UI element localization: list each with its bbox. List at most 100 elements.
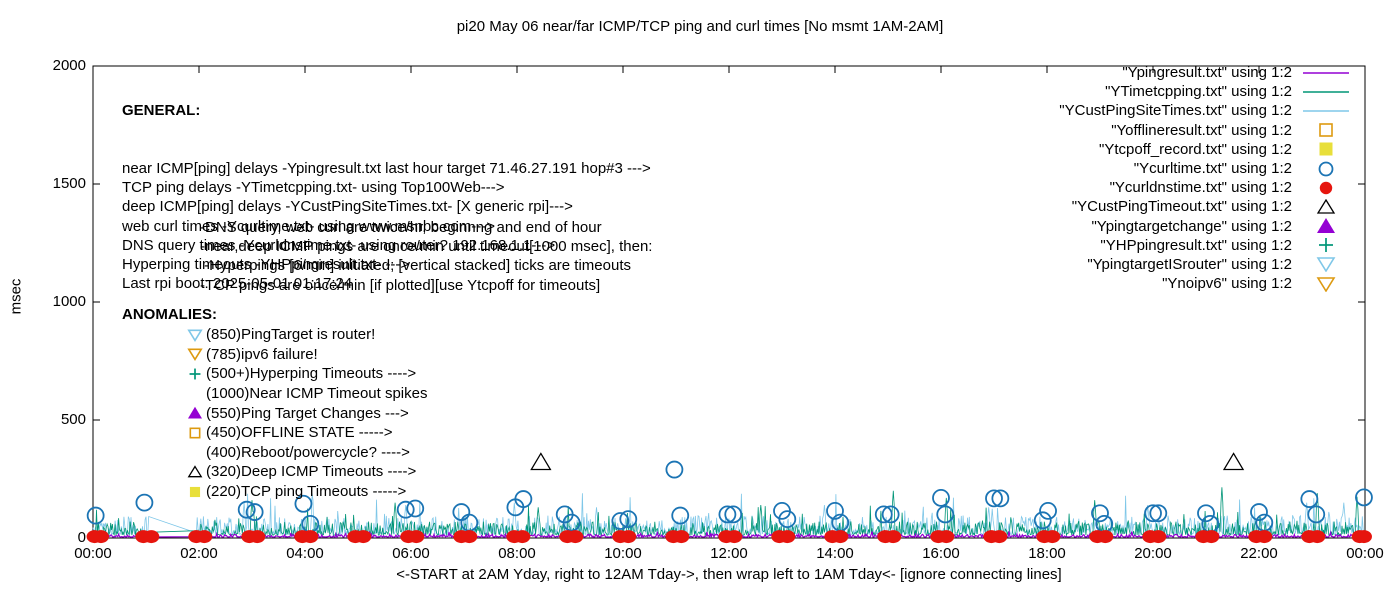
- legend-label: "Ycurltime.txt" using 1:2: [1133, 160, 1292, 178]
- square-filled-icon: [1302, 141, 1350, 157]
- anomaly-item: (850)PingTarget is router!: [186, 325, 427, 345]
- anomaly-item: (550)Ping Target Changes --->: [186, 403, 427, 423]
- plus-icon: [186, 365, 204, 383]
- triangle-up-open-icon: [186, 463, 204, 481]
- x-tick-label: 20:00: [1134, 545, 1172, 562]
- plus-icon: [1302, 237, 1350, 253]
- x-tick-label: 10:00: [604, 545, 642, 562]
- x-tick-label: 00:00: [74, 545, 112, 562]
- general-notes-block: -DNS query, web curl are twice/hr, begin…: [200, 218, 652, 295]
- legend-entry: "Yofflineresult.txt" using 1:2: [852, 121, 1350, 140]
- general-line: Hyperping timeouts -YHPpingresult.txt- -…: [122, 256, 410, 274]
- legend-label: "YpingtargetISrouter" using 1:2: [1087, 255, 1292, 273]
- legend-entry: "Ytcpoff_record.txt" using 1:2: [852, 140, 1350, 159]
- general-line: deep ICMP[ping] delays -YCustPingSiteTim…: [122, 198, 573, 216]
- anomaly-label: (320)Deep ICMP Timeouts ---->: [206, 463, 417, 481]
- anomaly-label: (400)Reboot/powercycle? ---->: [206, 443, 410, 461]
- general-line: DNS query times -Ycurldnstime.txt- using…: [122, 236, 556, 254]
- triangle-up-filled-icon: [186, 404, 204, 422]
- anomaly-label: (785)ipv6 failure!: [206, 345, 318, 363]
- triangle-down-open-icon: [1302, 256, 1350, 273]
- anomaly-item: (785)ipv6 failure!: [186, 345, 427, 365]
- anomalies-block: (850)PingTarget is router! (785)ipv6 fail…: [186, 325, 427, 501]
- anomaly-item: (450)OFFLINE STATE ----->: [186, 423, 427, 443]
- line-icon: [1302, 103, 1350, 119]
- x-tick-label: 18:00: [1028, 545, 1066, 562]
- anomaly-item: (400)Reboot/powercycle? ---->: [186, 443, 427, 463]
- x-tick-label: 00:00: [1346, 545, 1384, 562]
- chart-title: pi20 May 06 near/far ICMP/TCP ping and c…: [456, 18, 944, 35]
- anomaly-label: (850)PingTarget is router!: [206, 326, 376, 344]
- legend-entry: "Ynoipv6" using 1:2: [852, 274, 1350, 293]
- x-tick-label: 16:00: [922, 545, 960, 562]
- general-note-line: -near,deep ICMP pings are once/min until…: [200, 238, 653, 256]
- x-tick-label: 12:00: [710, 545, 748, 562]
- legend: "Ypingresult.txt" using 1:2 "YTimetcpping…: [852, 63, 1350, 293]
- anomaly-item: (1000)Near ICMP Timeout spikes: [186, 384, 427, 404]
- anomaly-item: (320)Deep ICMP Timeouts ---->: [186, 462, 427, 482]
- y-tick-label: 1500: [52, 175, 86, 192]
- no-icon: [186, 443, 204, 461]
- anomaly-label: (450)OFFLINE STATE ----->: [206, 424, 393, 442]
- legend-entry: "Ypingresult.txt" using 1:2: [852, 63, 1350, 82]
- square-open-icon: [186, 424, 204, 442]
- general-line: Last rpi boot: 2025-05-01 01:17:24: [122, 275, 353, 293]
- general-line: TCP ping delays -YTimetcpping.txt- using…: [122, 179, 505, 197]
- series-YCustPingTimeout.txt: [530, 452, 1245, 471]
- legend-label: "YHPpingresult.txt" using 1:2: [1100, 236, 1292, 254]
- y-tick-label: 500: [60, 411, 86, 428]
- anomaly-label: (1000)Near ICMP Timeout spikes: [206, 385, 428, 403]
- y-tick-label: 2000: [52, 57, 86, 74]
- y-tick-label: 0: [77, 529, 86, 546]
- square-open-icon: [1302, 122, 1350, 138]
- x-tick-label: 04:00: [286, 545, 324, 562]
- x-tick-label: 22:00: [1240, 545, 1278, 562]
- anomalies-heading: ANOMALIES:: [122, 306, 217, 323]
- series-Ycurltime.txt: [86, 460, 1373, 533]
- legend-label: "YCustPingSiteTimes.txt" using 1:2: [1059, 102, 1292, 120]
- general-lines: near ICMP[ping] delays -Ypingresult.txt …: [122, 159, 651, 293]
- circle-open-icon: [1302, 161, 1350, 177]
- triangle-down-open-icon: [186, 326, 204, 344]
- legend-entry: "YCustPingTimeout.txt" using 1:2: [852, 197, 1350, 216]
- triangle-down-open-icon: [1302, 276, 1350, 293]
- triangle-down-open-icon: [186, 345, 204, 363]
- anomaly-label: (220)TCP ping Timeouts ----->: [206, 483, 407, 501]
- legend-entry: "Ypingtargetchange" using 1:2: [852, 217, 1350, 236]
- anomaly-label: (500+)Hyperping Timeouts ---->: [206, 365, 417, 383]
- triangle-up-filled-icon: [1302, 218, 1350, 234]
- y-tick-label: 1000: [52, 293, 86, 310]
- general-note-line: -Hyperpings [6/min] initiated; [vertical…: [200, 257, 632, 275]
- legend-label: "Ycurldnstime.txt" using 1:2: [1109, 179, 1292, 197]
- x-tick-label: 08:00: [498, 545, 536, 562]
- legend-entry: "YHPpingresult.txt" using 1:2: [852, 236, 1350, 255]
- legend-entry: "Ycurldnstime.txt" using 1:2: [852, 178, 1350, 197]
- x-tick-label: 14:00: [816, 545, 854, 562]
- legend-entry: "YTimetcpping.txt" using 1:2: [852, 82, 1350, 101]
- general-note-line: -DNS query, web curl are twice/hr, begin…: [200, 219, 602, 236]
- legend-label: "Ypingtargetchange" using 1:2: [1091, 217, 1292, 235]
- circle-filled-icon: [1302, 180, 1350, 196]
- legend-label: "Yofflineresult.txt" using 1:2: [1111, 121, 1292, 139]
- general-note-line: -TCP pings are once/min [if plotted][use…: [200, 276, 601, 294]
- legend-entry: "YpingtargetISrouter" using 1:2: [852, 255, 1350, 274]
- square-filled-icon: [186, 483, 204, 501]
- legend-label: "Ynoipv6" using 1:2: [1162, 275, 1292, 293]
- legend-label: "YTimetcpping.txt" using 1:2: [1105, 83, 1292, 101]
- line-icon: [1302, 65, 1350, 81]
- no-icon: [186, 385, 204, 403]
- anomaly-label: (550)Ping Target Changes --->: [206, 404, 409, 422]
- anomaly-item: (220)TCP ping Timeouts ----->: [186, 482, 427, 502]
- legend-entry: "Ycurltime.txt" using 1:2: [852, 159, 1350, 178]
- general-line: near ICMP[ping] delays -Ypingresult.txt …: [122, 160, 651, 178]
- anomaly-item: (500+)Hyperping Timeouts ---->: [186, 364, 427, 384]
- x-tick-label: 02:00: [180, 545, 218, 562]
- general-heading: GENERAL:: [122, 102, 201, 120]
- legend-label: "Ypingresult.txt" using 1:2: [1122, 64, 1292, 82]
- y-axis-label: msec: [7, 278, 25, 315]
- general-line: web curl times -Ycurltime.txt- using www…: [122, 217, 495, 235]
- general-block: GENERAL: near ICMP[ping] delays -Ypingre…: [122, 63, 651, 332]
- line-icon: [1302, 84, 1350, 100]
